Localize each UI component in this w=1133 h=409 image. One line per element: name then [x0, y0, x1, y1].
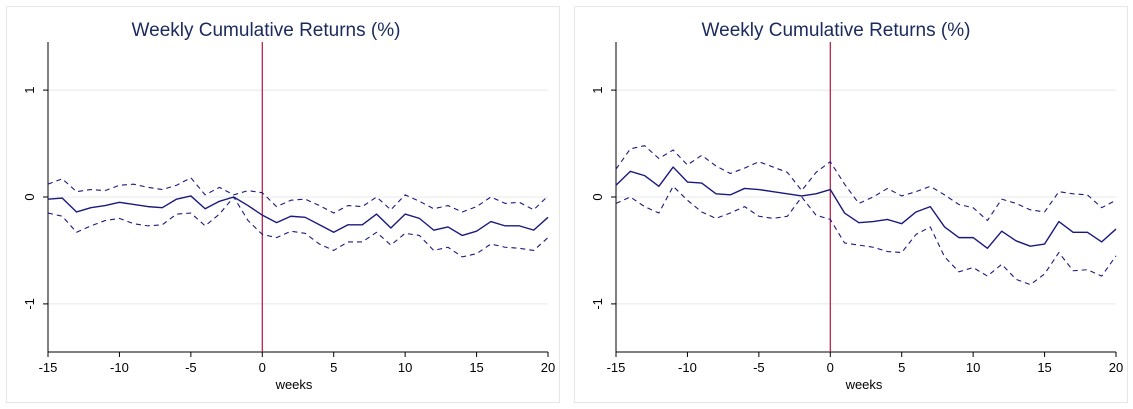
x-axis-label: weeks — [845, 377, 883, 392]
y-tick-label: -1 — [22, 298, 37, 310]
x-tick-label: 20 — [541, 360, 555, 375]
x-tick-label: -15 — [607, 360, 626, 375]
x-tick-label: -10 — [678, 360, 697, 375]
x-tick-label: -5 — [753, 360, 765, 375]
chart-title: Weekly Cumulative Returns (%) — [132, 20, 401, 41]
y-tick-label: -1 — [590, 298, 605, 310]
chart-title: Weekly Cumulative Returns (%) — [702, 20, 971, 41]
x-tick-label: 10 — [966, 360, 980, 375]
series-line-estimate — [47, 195, 549, 237]
x-tick-label: -5 — [185, 360, 197, 375]
x-tick-label: -10 — [110, 360, 129, 375]
x-tick-label: 10 — [398, 360, 412, 375]
chart-panel-right: Weekly Cumulative Returns (%) weeks -1 0 1… — [568, 0, 1133, 409]
plot-frame — [574, 6, 1128, 403]
chart-left: Weekly Cumulative Returns (%) weeks -101… — [6, 6, 560, 403]
y-tick-label: 0 — [590, 193, 605, 200]
plot-frame — [6, 6, 560, 403]
x-tick-label: 20 — [1109, 360, 1123, 375]
x-tick-label: 5 — [898, 360, 905, 375]
y-tick-label: 0 — [22, 193, 37, 200]
series-line-lower-band — [47, 196, 549, 258]
x-tick-label: 0 — [259, 360, 266, 375]
x-tick-label: 15 — [469, 360, 483, 375]
y-tick-label: 1 — [22, 86, 37, 93]
series-line-upper-band — [47, 177, 549, 214]
series-line-lower-band — [615, 185, 1117, 286]
series-line-estimate — [615, 166, 1117, 250]
x-tick-label: 5 — [330, 360, 337, 375]
chart-right: Weekly Cumulative Returns (%) weeks -101… — [574, 6, 1128, 403]
x-tick-label: -15 — [39, 360, 58, 375]
x-tick-label: 0 — [827, 360, 834, 375]
y-tick-label: 1 — [590, 86, 605, 93]
x-tick-label: 15 — [1037, 360, 1051, 375]
chart-panel-left: Weekly Cumulative Returns (%) weeks -1 0 1… — [0, 0, 565, 409]
x-axis-label: weeks — [275, 377, 313, 392]
series-line-upper-band — [615, 145, 1117, 222]
